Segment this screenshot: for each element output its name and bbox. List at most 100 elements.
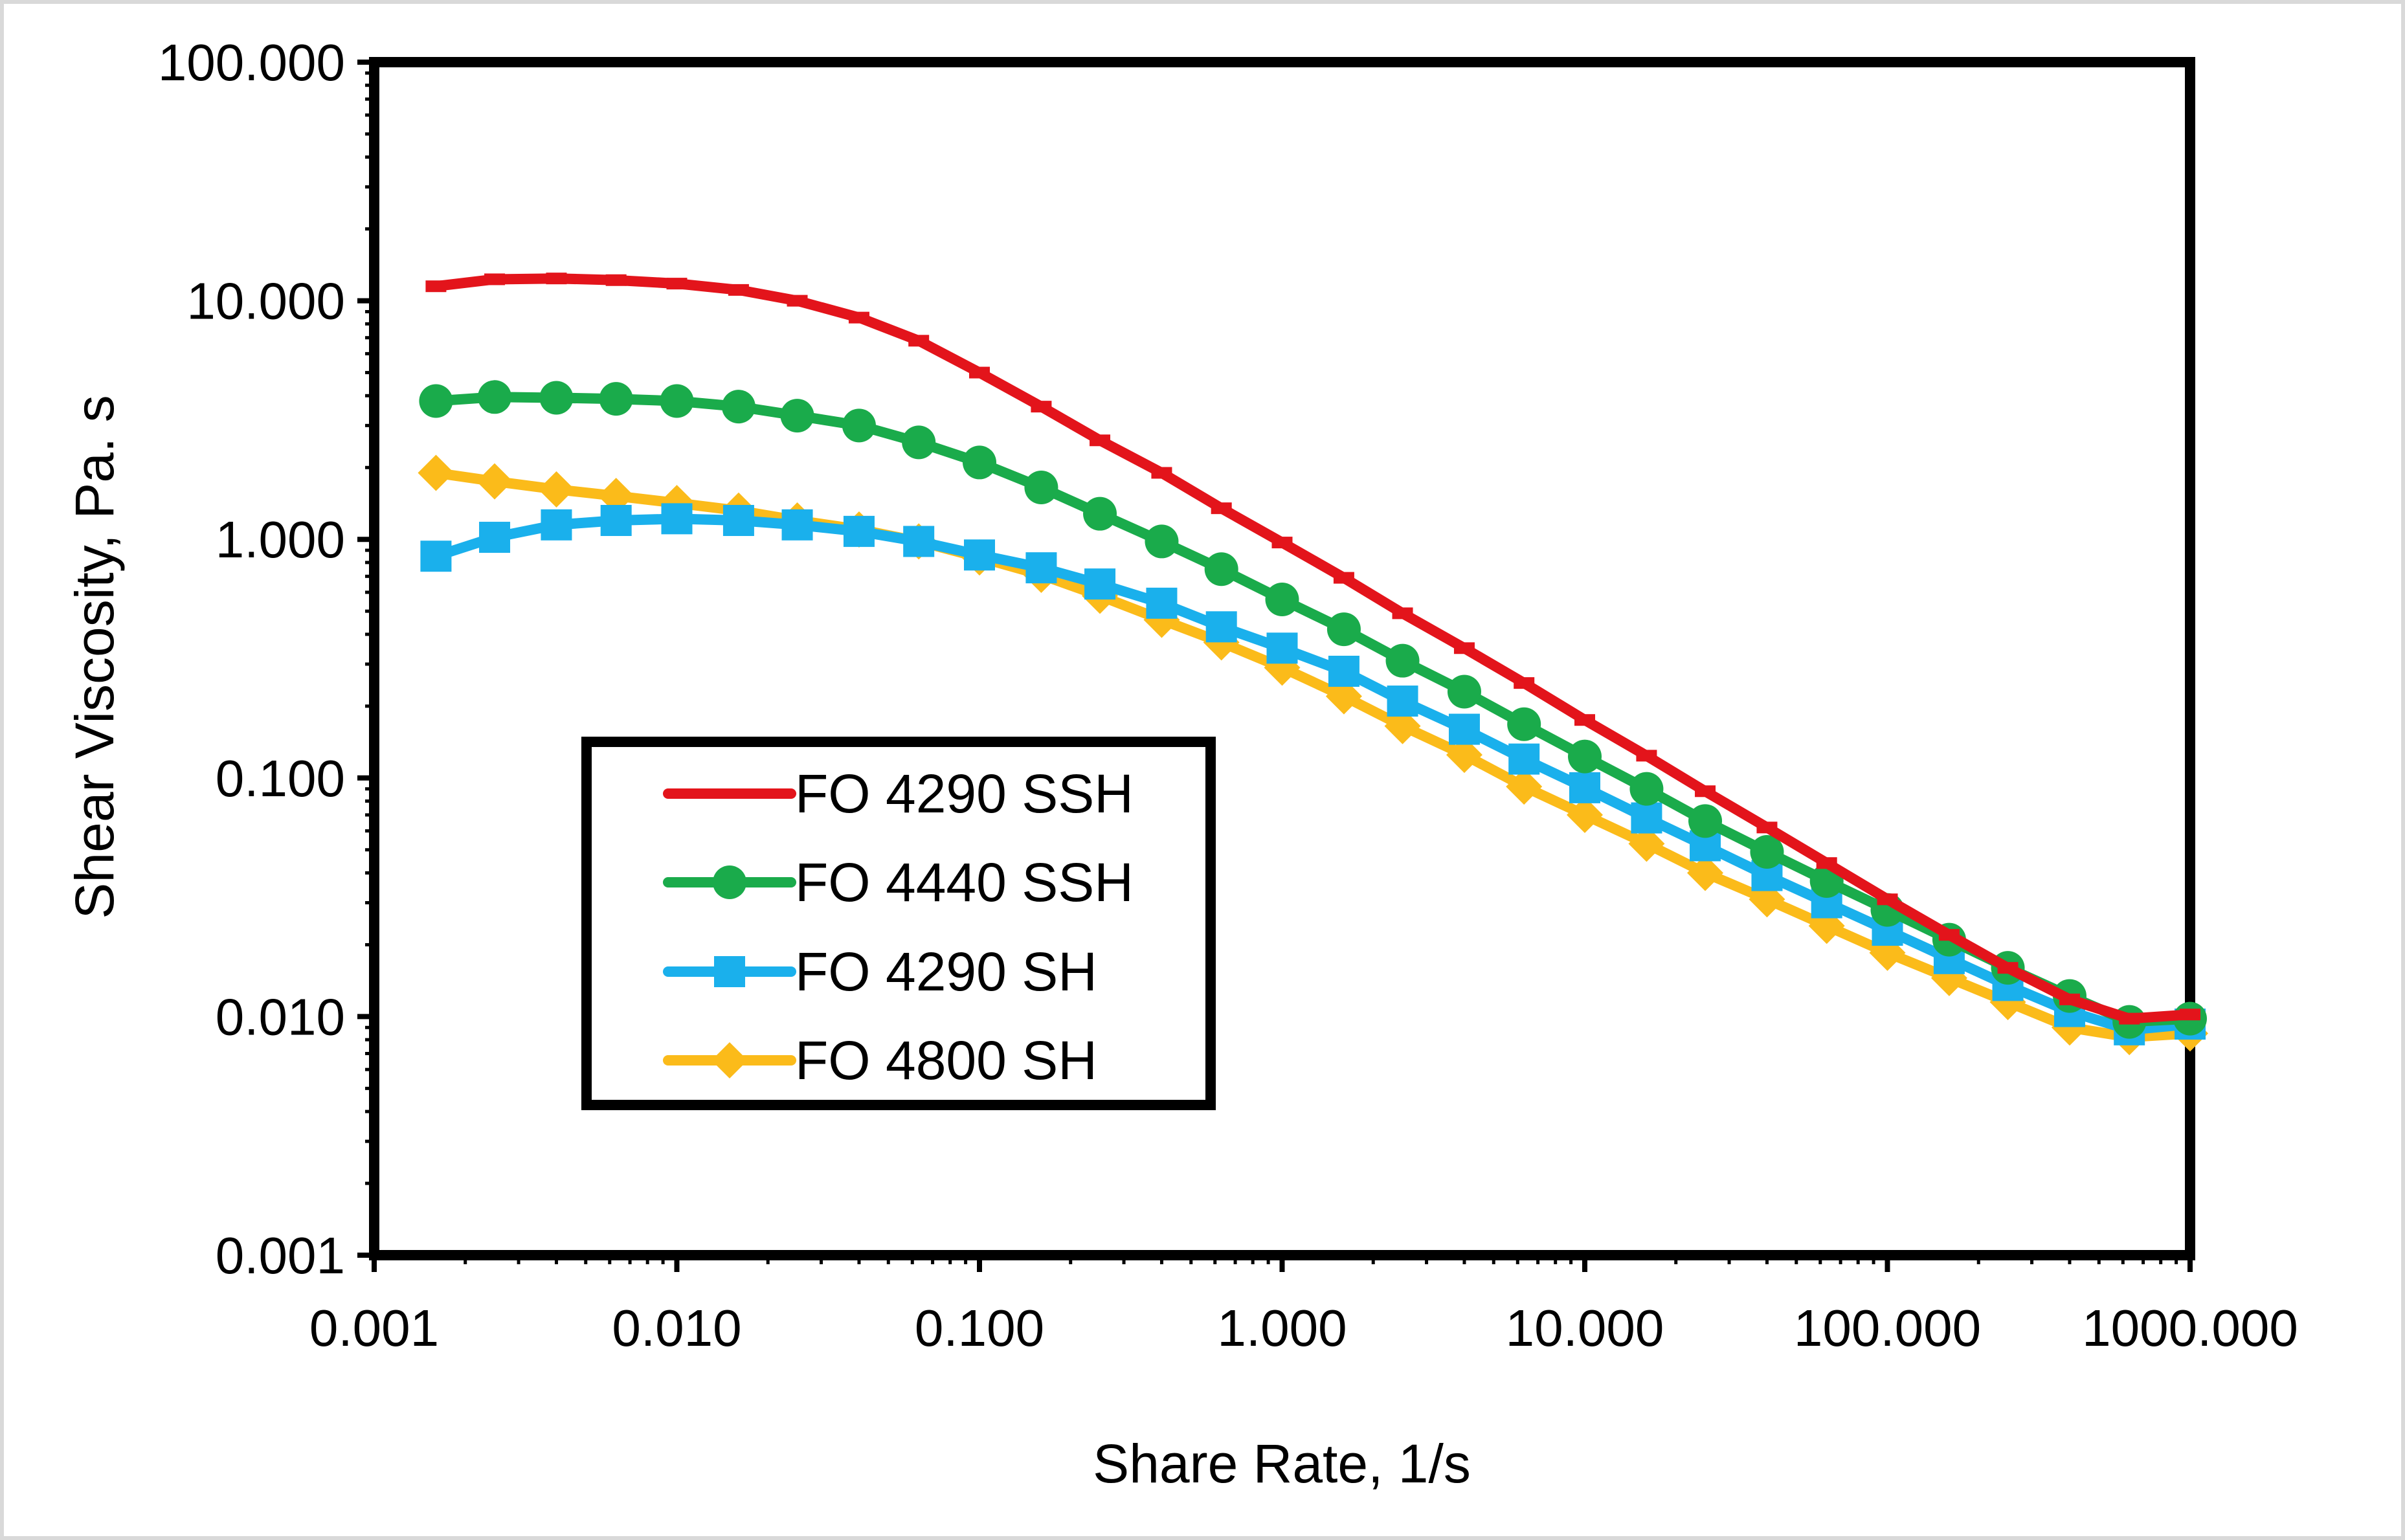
x-tick-label: 1000.000: [2082, 1299, 2298, 1357]
data-point: [420, 541, 452, 572]
data-point: [1146, 587, 1178, 619]
data-point: [1385, 643, 1420, 678]
series-fo-4290-ssh: [425, 273, 2200, 1025]
data-point: [721, 390, 755, 424]
legend-entry-fo-4290-sh: FO 4290 SH: [663, 941, 1097, 1002]
data-point: [1688, 804, 1723, 838]
series-fo-4290-sh: [420, 503, 2206, 1045]
data-point: [479, 522, 511, 553]
data-point: [1514, 677, 1535, 689]
data-point: [1997, 962, 2019, 974]
legend-swatch-marker: [711, 1042, 748, 1078]
data-point: [1205, 611, 1237, 643]
legend-entry-fo-4440-ssh: FO 4440 SSH: [663, 852, 1134, 913]
data-point: [848, 311, 869, 324]
data-point: [1387, 686, 1418, 717]
data-point: [1392, 607, 1413, 619]
legend-label: FO 4800 SH: [795, 1030, 1097, 1091]
data-point: [538, 471, 575, 508]
data-point: [1083, 497, 1117, 531]
data-point: [541, 509, 572, 541]
tick-labels-layer: 0.001 0.010 0.100 1.000 10.000 100.000 0.001 0.…: [158, 34, 2298, 1357]
data-point: [964, 539, 995, 571]
data-point: [419, 384, 453, 418]
y-tick-label: 1.000: [216, 511, 345, 568]
data-point: [908, 335, 930, 347]
legend-entry-fo-4290-ssh: FO 4290 SSH: [663, 763, 1134, 824]
x-tick-label: 0.001: [309, 1299, 439, 1357]
data-point: [1629, 772, 1664, 806]
data-point: [539, 381, 574, 415]
data-point: [1574, 714, 1595, 726]
y-tick-label: 0.100: [216, 750, 345, 807]
data-point: [1024, 471, 1058, 505]
data-point: [1877, 893, 1898, 906]
data-point: [1569, 772, 1600, 803]
data-point: [1333, 572, 1354, 584]
data-point: [1568, 739, 1602, 774]
data-point: [605, 274, 627, 286]
data-point: [1384, 708, 1421, 744]
data-point: [478, 380, 512, 414]
data-point: [1084, 568, 1116, 600]
data-point: [484, 273, 506, 285]
data-point: [1816, 857, 1837, 869]
x-tick-label: 0.010: [612, 1299, 741, 1357]
data-point: [660, 384, 694, 418]
x-tick-label: 10.000: [1506, 1299, 1664, 1357]
data-point: [600, 505, 632, 537]
data-point: [842, 408, 876, 443]
legend-frame: [581, 737, 1216, 1110]
data-point: [1328, 655, 1359, 687]
legend-label: FO 4290 SH: [795, 941, 1097, 1002]
data-point: [1756, 821, 1778, 834]
data-point: [1447, 675, 1481, 709]
data-point: [728, 284, 749, 296]
data-point: [1025, 552, 1057, 584]
data-point: [1271, 537, 1293, 549]
data-point: [963, 445, 996, 480]
data-point: [1145, 524, 1179, 559]
series-layer: [418, 273, 2208, 1056]
y-tick-label: 100.000: [158, 34, 345, 91]
data-point: [2119, 1012, 2140, 1025]
data-point: [2180, 1009, 2200, 1021]
legend-swatch-marker: [714, 956, 745, 987]
data-point: [787, 295, 808, 307]
data-point: [546, 273, 567, 285]
data-point: [1628, 825, 1665, 862]
data-point: [1031, 401, 1052, 413]
data-point: [1204, 552, 1238, 586]
data-point: [1090, 434, 1111, 447]
data-point: [1453, 642, 1475, 654]
ticks-layer: [357, 60, 2193, 1272]
data-point: [1446, 737, 1482, 774]
data-point: [1448, 713, 1480, 745]
data-point: [666, 278, 688, 290]
data-point: [599, 382, 633, 416]
y-tick-label: 0.010: [216, 988, 345, 1045]
data-point: [780, 399, 814, 433]
legend-entry-fo-4800-sh: FO 4800 SH: [663, 1030, 1097, 1091]
legend-label: FO 4290 SSH: [795, 763, 1134, 824]
x-axis-title: Share Rate, 1/s: [1093, 1433, 1471, 1494]
data-point: [1211, 502, 1232, 515]
data-point: [1326, 612, 1361, 647]
data-point: [1938, 929, 1960, 941]
data-point: [781, 509, 813, 541]
data-point: [1695, 785, 1716, 798]
legend: FO 4290 SSH FO 4440 SSH FO 4290 SH FO 4800 …: [581, 737, 1216, 1110]
data-point: [2059, 993, 2080, 1005]
x-tick-label: 0.100: [915, 1299, 1044, 1357]
data-point: [661, 503, 693, 535]
data-point: [1750, 834, 1784, 869]
data-point: [1508, 743, 1540, 775]
data-point: [1567, 796, 1603, 833]
data-point: [1507, 707, 1541, 741]
legend-entries: FO 4290 SSH FO 4440 SSH FO 4290 SH FO 4800 …: [663, 763, 1134, 1091]
data-point: [903, 526, 935, 557]
y-tick-label: 0.001: [216, 1227, 345, 1284]
data-point: [902, 425, 936, 460]
